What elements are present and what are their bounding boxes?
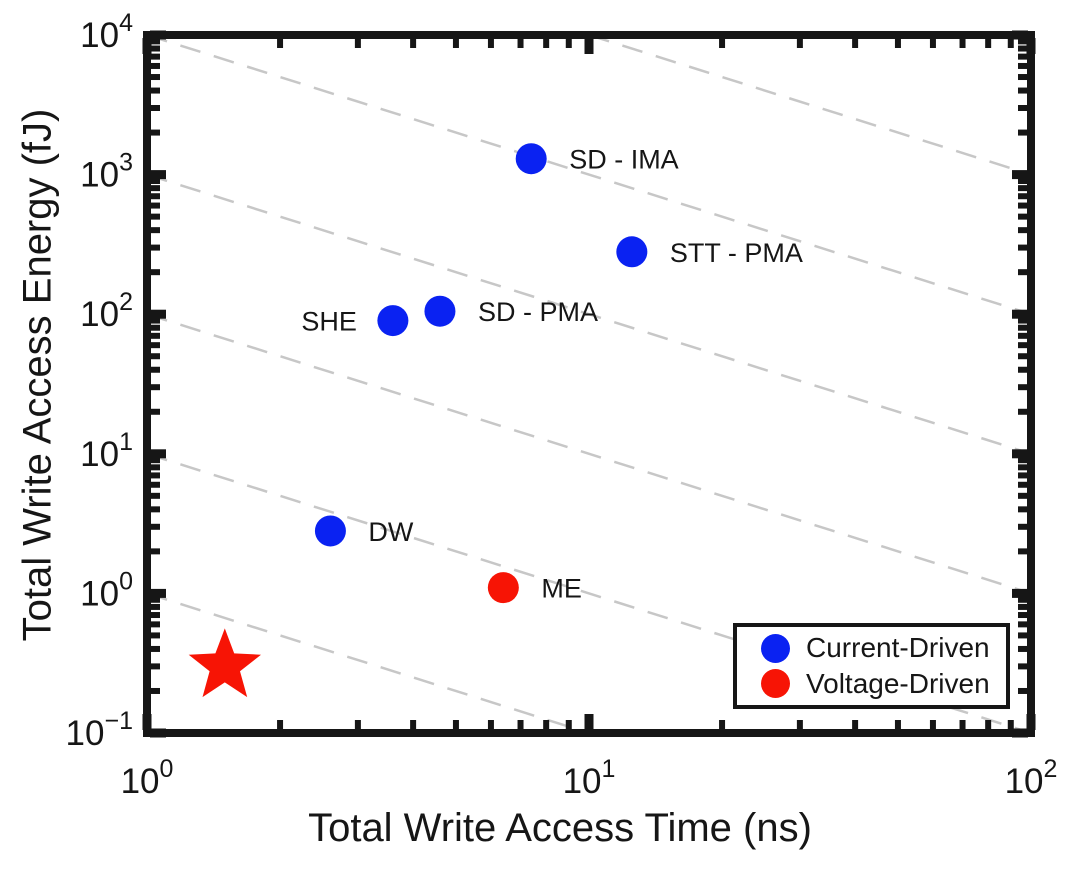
data-point-sd-ima [515, 143, 547, 175]
y-tick-label-1e0: 100 [80, 567, 133, 613]
point-label-me: ME [541, 574, 582, 604]
y-tick-label-1e2: 102 [80, 288, 133, 334]
point-label-sd-pma: SD - PMA [478, 297, 598, 327]
legend-marker-voltage-driven-icon [761, 669, 790, 699]
x-tick-label-1e0: 100 [121, 755, 174, 801]
legend-label-voltage-driven: Voltage-Driven [806, 667, 990, 699]
data-point-sd-pma [424, 295, 456, 327]
edp-guide-line-1e0 [146, 592, 590, 735]
data-point-dw [314, 515, 346, 547]
data-point-stt-pma [616, 236, 648, 268]
y-tick-label-1e1: 101 [80, 428, 133, 474]
edp-guide-line-1e3 [146, 173, 1032, 455]
point-label-sd-ima: SD - IMA [569, 145, 679, 175]
x-tick-label-1e2: 102 [1005, 755, 1058, 801]
legend-label-current-driven: Current-Driven [806, 632, 990, 664]
y-tick-label-1e3: 103 [80, 149, 133, 195]
legend: Current-Driven Voltage-Driven [733, 623, 1010, 709]
point-label-stt-pma: STT - PMA [670, 238, 803, 268]
y-axis-title: Total Write Access Energy (fJ) [15, 108, 60, 642]
edp-guide-line-1e5 [588, 33, 1032, 176]
plot-border [143, 31, 1035, 737]
y-tick-label-1e4: 104 [80, 9, 133, 55]
point-label-dw: DW [368, 517, 413, 547]
edp-guide-line-1e2 [146, 313, 1032, 595]
data-point-me [487, 572, 519, 604]
edp-guide-line-1e4 [146, 33, 1032, 316]
legend-entry-current-driven: Current-Driven [761, 632, 1006, 664]
point-label-she: SHE [301, 307, 357, 337]
legend-marker-current-driven-icon [761, 633, 790, 663]
x-tick-label-1e1: 101 [563, 755, 616, 801]
y-tick-label-1e-1: 10−1 [66, 707, 133, 753]
x-axis-title: Total Write Access Time (ns) [308, 806, 812, 850]
star-marker [188, 628, 261, 698]
legend-entry-voltage-driven: Voltage-Driven [761, 667, 1006, 699]
data-point-she [377, 305, 409, 337]
